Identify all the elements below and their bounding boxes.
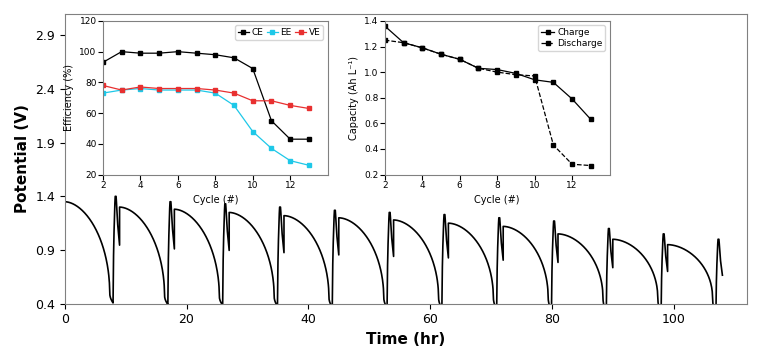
X-axis label: Cycle (#): Cycle (#) bbox=[193, 195, 238, 205]
Charge bbox=[437, 52, 446, 56]
CE bbox=[173, 50, 182, 54]
VE bbox=[210, 88, 219, 92]
Y-axis label: Capacity (Ah L⁻¹): Capacity (Ah L⁻¹) bbox=[349, 56, 359, 140]
Legend: CE, EE, VE: CE, EE, VE bbox=[235, 25, 323, 40]
CE bbox=[286, 137, 295, 141]
VE bbox=[98, 83, 107, 88]
Line: VE: VE bbox=[101, 83, 311, 110]
CE bbox=[192, 51, 201, 55]
CE bbox=[248, 66, 258, 70]
EE bbox=[286, 158, 295, 163]
VE bbox=[136, 85, 145, 89]
Discharge bbox=[530, 74, 539, 78]
X-axis label: Cycle (#): Cycle (#) bbox=[475, 195, 520, 205]
EE bbox=[136, 87, 145, 91]
EE bbox=[267, 146, 276, 150]
Discharge bbox=[418, 46, 427, 50]
CE bbox=[229, 56, 239, 60]
Discharge bbox=[380, 38, 389, 42]
EE bbox=[117, 88, 126, 92]
EE bbox=[210, 91, 219, 95]
Legend: Charge, Discharge: Charge, Discharge bbox=[538, 25, 605, 51]
Line: EE: EE bbox=[101, 87, 311, 167]
EE bbox=[192, 88, 201, 92]
Discharge bbox=[474, 66, 483, 70]
VE bbox=[286, 103, 295, 107]
EE bbox=[98, 91, 107, 95]
VE bbox=[304, 106, 313, 111]
Charge bbox=[568, 97, 577, 101]
CE bbox=[304, 137, 313, 141]
CE bbox=[98, 60, 107, 65]
Charge bbox=[399, 40, 408, 45]
VE bbox=[173, 87, 182, 91]
CE bbox=[210, 53, 219, 57]
Discharge bbox=[568, 162, 577, 166]
Line: CE: CE bbox=[101, 50, 311, 141]
Charge bbox=[380, 24, 389, 28]
CE bbox=[267, 119, 276, 123]
EE bbox=[229, 103, 239, 107]
Charge bbox=[549, 80, 558, 84]
Charge bbox=[418, 46, 427, 50]
Y-axis label: Efficiency (%): Efficiency (%) bbox=[64, 64, 74, 131]
X-axis label: Time (hr): Time (hr) bbox=[366, 332, 446, 347]
EE bbox=[155, 88, 164, 92]
VE bbox=[117, 88, 126, 92]
Y-axis label: Potential (V): Potential (V) bbox=[14, 104, 30, 213]
VE bbox=[192, 87, 201, 91]
VE bbox=[248, 99, 258, 103]
EE bbox=[304, 163, 313, 168]
Line: Discharge: Discharge bbox=[383, 38, 593, 168]
VE bbox=[229, 91, 239, 95]
CE bbox=[155, 51, 164, 55]
Discharge bbox=[549, 143, 558, 147]
Line: Charge: Charge bbox=[383, 24, 593, 121]
Discharge bbox=[586, 163, 595, 168]
EE bbox=[173, 88, 182, 92]
Discharge bbox=[455, 57, 464, 61]
EE bbox=[248, 129, 258, 134]
Charge bbox=[474, 66, 483, 70]
VE bbox=[267, 99, 276, 103]
Discharge bbox=[437, 52, 446, 56]
Charge bbox=[511, 71, 520, 75]
Charge bbox=[455, 57, 464, 61]
CE bbox=[117, 50, 126, 54]
VE bbox=[155, 87, 164, 91]
Charge bbox=[530, 78, 539, 82]
Discharge bbox=[399, 40, 408, 45]
Charge bbox=[586, 117, 595, 121]
Discharge bbox=[493, 70, 502, 74]
Charge bbox=[493, 67, 502, 72]
CE bbox=[136, 51, 145, 55]
Discharge bbox=[511, 73, 520, 77]
